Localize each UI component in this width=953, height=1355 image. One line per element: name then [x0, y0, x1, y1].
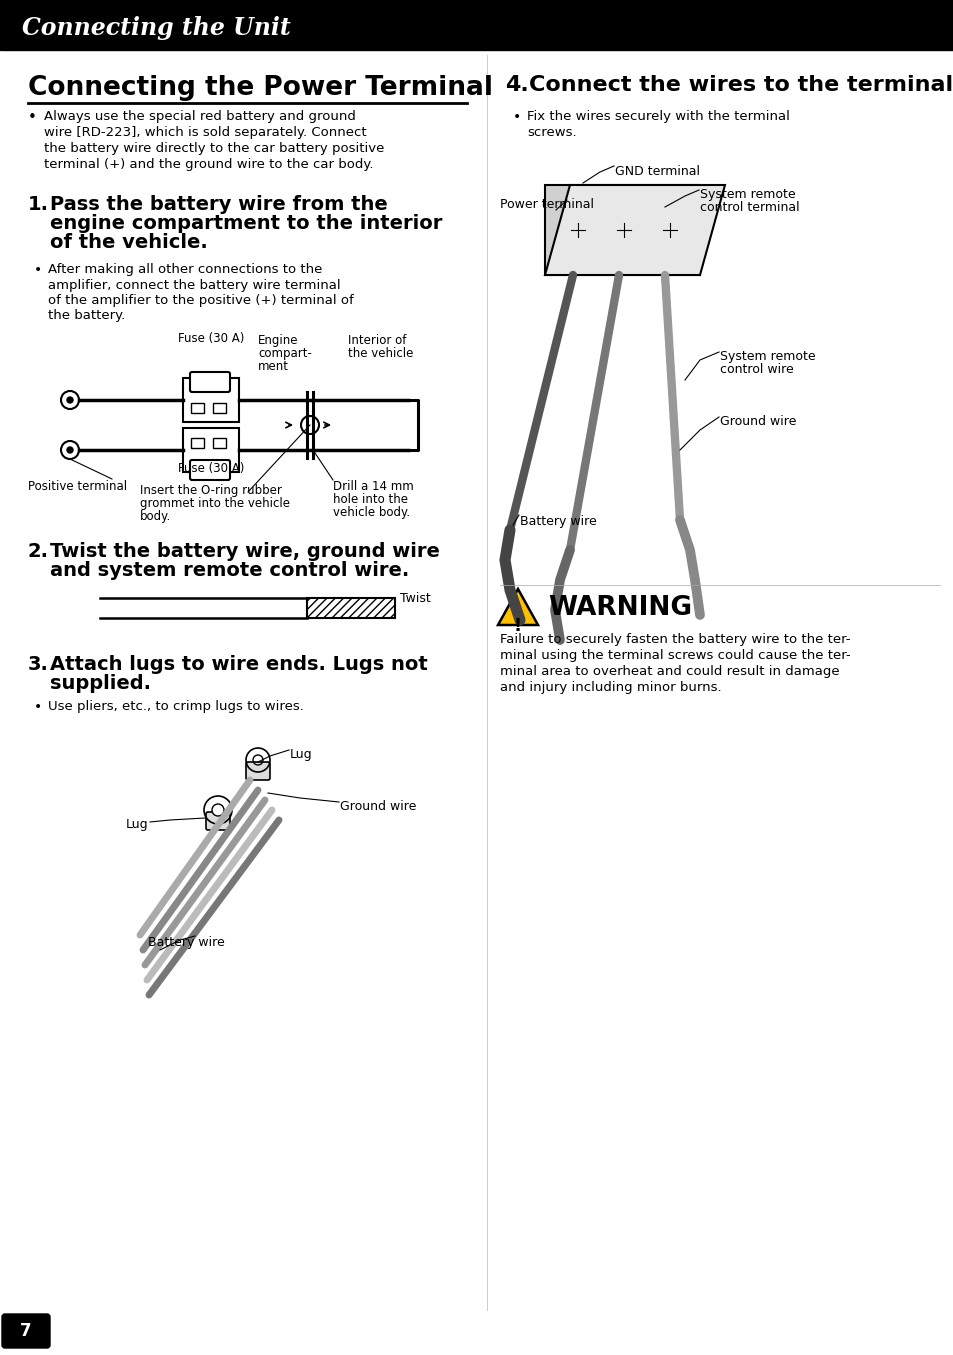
Text: Use pliers, etc., to crimp lugs to wires.: Use pliers, etc., to crimp lugs to wires…	[48, 701, 304, 713]
Text: Battery wire: Battery wire	[148, 936, 225, 948]
Text: compart-: compart-	[257, 347, 312, 360]
Text: of the amplifier to the positive (+) terminal of: of the amplifier to the positive (+) ter…	[48, 294, 354, 308]
Text: and system remote control wire.: and system remote control wire.	[50, 561, 409, 580]
FancyBboxPatch shape	[190, 373, 230, 392]
Text: engine compartment to the interior: engine compartment to the interior	[50, 214, 442, 233]
Text: hole into the: hole into the	[333, 493, 408, 505]
Text: body.: body.	[140, 509, 172, 523]
Text: control terminal: control terminal	[700, 201, 799, 214]
Circle shape	[568, 221, 586, 238]
Bar	[608, 210, 639, 266]
Bar	[213, 438, 226, 449]
Bar	[655, 210, 684, 266]
Text: Ground wire: Ground wire	[720, 415, 796, 428]
Text: control wire: control wire	[720, 363, 793, 375]
Circle shape	[660, 221, 679, 238]
Text: of the vehicle.: of the vehicle.	[50, 233, 208, 252]
Text: GND terminal: GND terminal	[615, 165, 700, 178]
Text: Drill a 14 mm: Drill a 14 mm	[333, 480, 414, 493]
Text: the battery wire directly to the car battery positive: the battery wire directly to the car bat…	[44, 142, 384, 154]
Text: wire [RD-223], which is sold separately. Connect: wire [RD-223], which is sold separately.…	[44, 126, 366, 140]
Text: Battery wire: Battery wire	[519, 515, 597, 528]
Text: Lug: Lug	[290, 748, 313, 762]
Text: Ground wire: Ground wire	[339, 799, 416, 813]
FancyBboxPatch shape	[2, 1314, 50, 1348]
Text: Connect the wires to the terminal.: Connect the wires to the terminal.	[529, 75, 953, 95]
Text: Lug: Lug	[125, 818, 148, 831]
Text: Always use the special red battery and ground: Always use the special red battery and g…	[44, 110, 355, 123]
Circle shape	[212, 804, 224, 816]
Text: 7: 7	[20, 1322, 31, 1340]
Text: •: •	[34, 701, 42, 714]
Text: 1.: 1.	[28, 195, 49, 214]
Polygon shape	[497, 589, 537, 625]
Bar	[0, 0, 953, 50]
Text: the battery.: the battery.	[48, 309, 125, 322]
Bar	[183, 428, 239, 472]
Text: minal using the terminal screws could cause the ter-: minal using the terminal screws could ca…	[499, 649, 850, 663]
Circle shape	[615, 221, 633, 238]
Bar	[191, 438, 204, 449]
Text: WARNING: WARNING	[547, 595, 691, 621]
Text: the vehicle: the vehicle	[348, 347, 413, 360]
Text: System remote: System remote	[720, 350, 815, 363]
Text: screws.: screws.	[526, 126, 576, 140]
Text: 2.: 2.	[28, 542, 49, 561]
Text: Insert the O-ring rubber: Insert the O-ring rubber	[140, 484, 281, 497]
Text: amplifier, connect the battery wire terminal: amplifier, connect the battery wire term…	[48, 279, 340, 291]
Text: After making all other connections to the: After making all other connections to th…	[48, 263, 322, 276]
Text: Positive terminal: Positive terminal	[28, 480, 127, 493]
Text: Connecting the Power Terminal: Connecting the Power Terminal	[28, 75, 493, 102]
Bar	[191, 402, 204, 413]
Polygon shape	[544, 186, 724, 275]
Text: minal area to overheat and could result in damage: minal area to overheat and could result …	[499, 665, 839, 678]
Text: supplied.: supplied.	[50, 673, 151, 692]
Text: terminal (+) and the ground wire to the car body.: terminal (+) and the ground wire to the …	[44, 159, 374, 171]
Text: System remote: System remote	[700, 188, 795, 201]
Bar	[544, 186, 700, 275]
Text: Fix the wires securely with the terminal: Fix the wires securely with the terminal	[526, 110, 789, 123]
Text: 3.: 3.	[28, 654, 49, 673]
Text: Connecting the Unit: Connecting the Unit	[22, 16, 291, 41]
Text: •: •	[34, 263, 42, 276]
Bar	[213, 402, 226, 413]
Text: grommet into the vehicle: grommet into the vehicle	[140, 497, 290, 509]
Text: •: •	[28, 110, 37, 125]
Circle shape	[67, 397, 73, 402]
Text: •: •	[513, 110, 520, 125]
FancyBboxPatch shape	[206, 812, 230, 831]
Text: Interior of: Interior of	[348, 333, 406, 347]
Text: Pass the battery wire from the: Pass the battery wire from the	[50, 195, 387, 214]
Text: vehicle body.: vehicle body.	[333, 505, 410, 519]
Text: Failure to securely fasten the battery wire to the ter-: Failure to securely fasten the battery w…	[499, 633, 850, 646]
Text: Fuse (30 A): Fuse (30 A)	[177, 332, 244, 346]
Text: and injury including minor burns.: and injury including minor burns.	[499, 682, 720, 694]
Text: ment: ment	[257, 360, 289, 373]
Bar	[307, 598, 395, 618]
Text: Twist the battery wire, ground wire: Twist the battery wire, ground wire	[50, 542, 439, 561]
FancyBboxPatch shape	[246, 762, 270, 780]
Text: 4.: 4.	[504, 75, 528, 95]
FancyBboxPatch shape	[190, 459, 230, 480]
Text: !: !	[514, 617, 521, 635]
Text: Twist: Twist	[399, 592, 431, 604]
Text: Power terminal: Power terminal	[499, 198, 594, 211]
Circle shape	[67, 447, 73, 453]
Text: Fuse (30 A): Fuse (30 A)	[177, 462, 244, 476]
Bar	[183, 378, 239, 421]
Text: Engine: Engine	[257, 333, 298, 347]
Text: Attach lugs to wire ends. Lugs not: Attach lugs to wire ends. Lugs not	[50, 654, 427, 673]
Bar	[562, 210, 593, 266]
